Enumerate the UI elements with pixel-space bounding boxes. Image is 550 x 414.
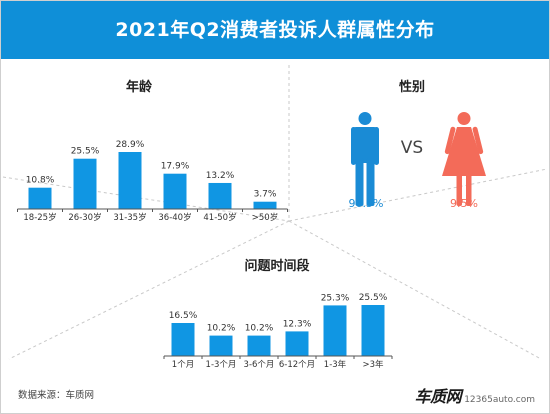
bar — [253, 201, 277, 209]
data-label: 25.5% — [71, 147, 100, 157]
bar — [163, 173, 187, 209]
tick-label: 3-6个月 — [244, 360, 275, 370]
data-label: 25.5% — [359, 293, 388, 303]
bar — [361, 305, 385, 356]
tick-label: 41-50岁 — [203, 212, 236, 223]
data-label: 28.9% — [116, 140, 145, 150]
divider-line-right — [288, 168, 548, 222]
bar — [73, 158, 97, 209]
chart-canvas: 年龄 10.8% 18-25岁 25.5% 26-30岁 28.9% 31-35岁 17.9… — [2, 65, 548, 370]
male-percentage: 90.5% — [349, 197, 384, 210]
tick-label: 26-30岁 — [68, 212, 101, 223]
data-label: 13.2% — [206, 171, 235, 181]
logo-url: 12365auto.com — [464, 395, 535, 405]
bar — [247, 335, 271, 356]
age-bar-chart: 10.8% 18-25岁 25.5% 26-30岁 28.9% 31-35岁 17.9% 36… — [17, 140, 288, 223]
page-title: 2021年Q2消费者投诉人群属性分布 — [115, 19, 435, 41]
divider-line-lower-left — [8, 220, 290, 360]
female-icon — [442, 112, 486, 206]
bar — [28, 187, 52, 209]
duration-bar-chart: 16.5% 1个月 10.2% 1-3个月 10.2% 3-6个月 12.3% 6-12个月 2… — [163, 293, 393, 370]
data-label: 10.2% — [207, 324, 236, 334]
data-label: 10.2% — [245, 324, 274, 334]
dividers — [2, 65, 548, 360]
tick-label: 36-40岁 — [158, 212, 191, 223]
tick-label: 1-3个月 — [206, 360, 237, 370]
data-label: 10.8% — [26, 176, 55, 186]
data-source-note: 数据来源：车质网 — [18, 390, 95, 401]
logo-name: 车质网 — [414, 387, 462, 406]
bar — [285, 331, 309, 356]
bar — [171, 323, 195, 356]
bar — [323, 305, 347, 356]
data-label: 12.3% — [283, 319, 312, 329]
male-icon — [351, 112, 379, 206]
data-label: 3.7% — [254, 190, 277, 200]
tick-label: >50岁 — [252, 212, 278, 223]
bar — [209, 335, 233, 356]
gender-title: 性别 — [399, 79, 425, 95]
tick-label: 6-12个月 — [279, 360, 315, 370]
age-chart-title: 年龄 — [126, 79, 153, 95]
tick-label: 1-3年 — [324, 359, 347, 370]
female-percentage: 9.5% — [450, 197, 478, 210]
tick-label: 31-35岁 — [113, 212, 146, 223]
data-label: 25.3% — [321, 293, 350, 303]
brand-logo: 车质网 12365auto.com — [414, 383, 535, 406]
bar — [118, 152, 142, 209]
tick-label: >3年 — [362, 359, 384, 370]
divider-line-left — [2, 176, 290, 222]
duration-chart-title: 问题时间段 — [244, 258, 309, 274]
tick-label: 1个月 — [172, 360, 194, 370]
tick-label: 18-25岁 — [23, 212, 56, 223]
header-bar: 2021年Q2消费者投诉人群属性分布 — [1, 1, 549, 59]
bar — [208, 182, 232, 209]
vs-label: VS — [401, 138, 423, 158]
data-label: 17.9% — [161, 162, 190, 172]
data-label: 16.5% — [169, 311, 198, 321]
